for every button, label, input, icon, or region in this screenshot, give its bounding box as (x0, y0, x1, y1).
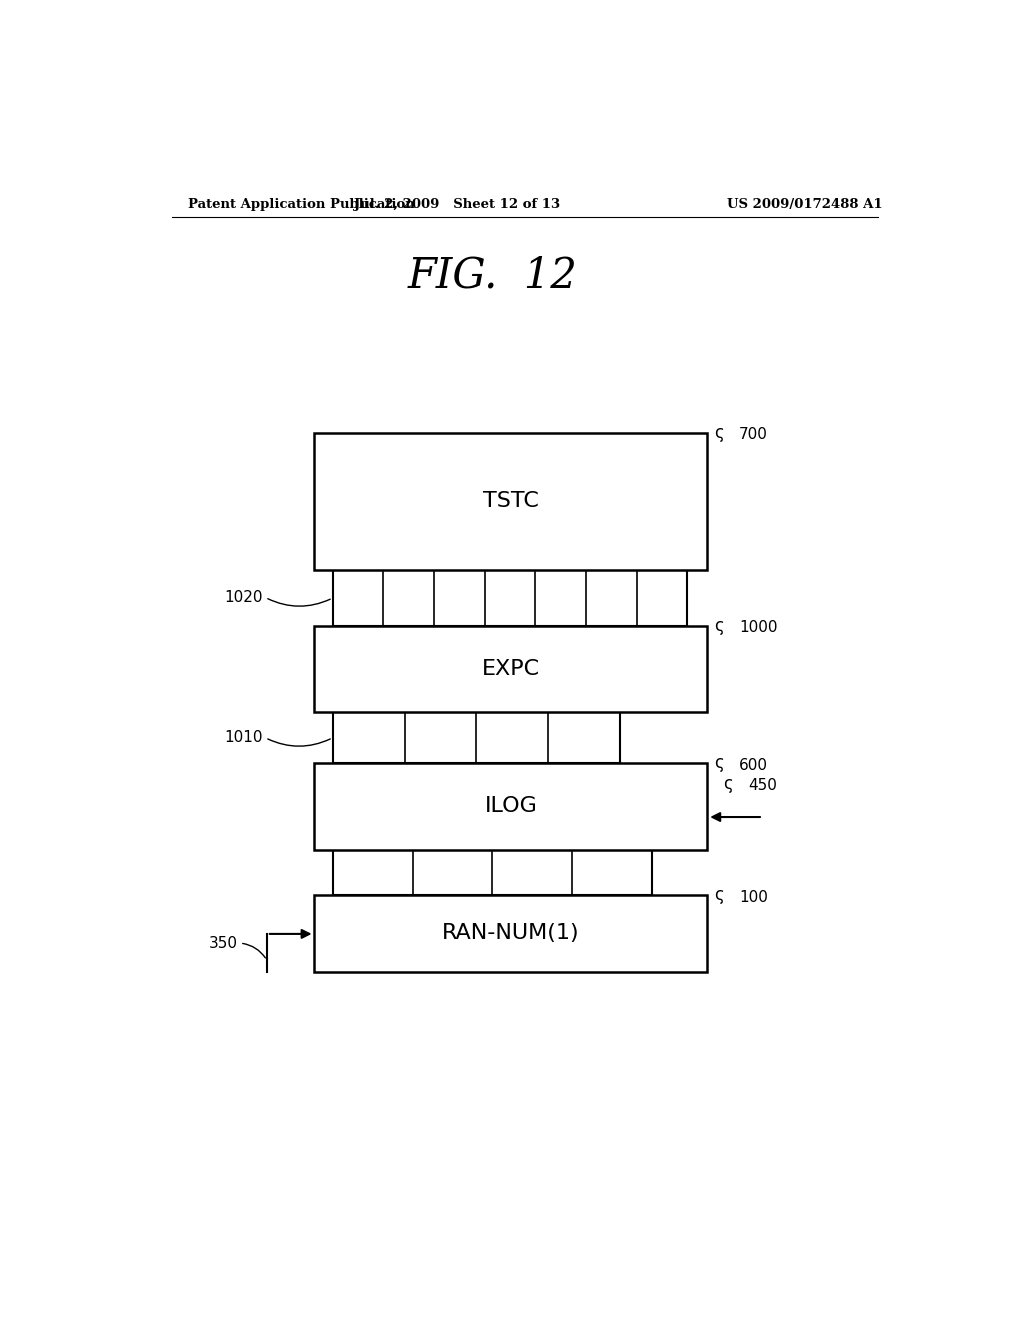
Text: 700: 700 (739, 428, 768, 442)
Text: 600: 600 (739, 758, 768, 772)
Text: 100: 100 (739, 890, 768, 904)
Text: EXPC: EXPC (482, 659, 540, 680)
Text: FIG.  12: FIG. 12 (409, 255, 578, 296)
Text: 1000: 1000 (739, 620, 777, 635)
Text: 1020: 1020 (224, 590, 263, 605)
Bar (314, 763, 708, 850)
Text: $\mathsf{\varsigma}$: $\mathsf{\varsigma}$ (723, 776, 733, 795)
Text: RAN-NUM(1): RAN-NUM(1) (442, 924, 580, 944)
Text: Patent Application Publication: Patent Application Publication (187, 198, 415, 211)
Bar (314, 895, 708, 972)
Text: $\mathsf{\varsigma}$: $\mathsf{\varsigma}$ (714, 888, 724, 907)
Text: $\mathsf{\varsigma}$: $\mathsf{\varsigma}$ (714, 756, 724, 775)
Bar (314, 626, 708, 713)
Text: ILOG: ILOG (484, 796, 538, 816)
Text: $\mathsf{\varsigma}$: $\mathsf{\varsigma}$ (714, 426, 724, 444)
Bar (314, 433, 708, 570)
Text: Jul. 2, 2009   Sheet 12 of 13: Jul. 2, 2009 Sheet 12 of 13 (354, 198, 560, 211)
Text: TSTC: TSTC (483, 491, 539, 511)
Text: 1010: 1010 (224, 730, 263, 746)
Text: US 2009/0172488 A1: US 2009/0172488 A1 (727, 198, 883, 211)
Text: 350: 350 (209, 936, 238, 950)
Text: 450: 450 (749, 777, 777, 793)
Text: $\mathsf{\varsigma}$: $\mathsf{\varsigma}$ (714, 619, 724, 638)
